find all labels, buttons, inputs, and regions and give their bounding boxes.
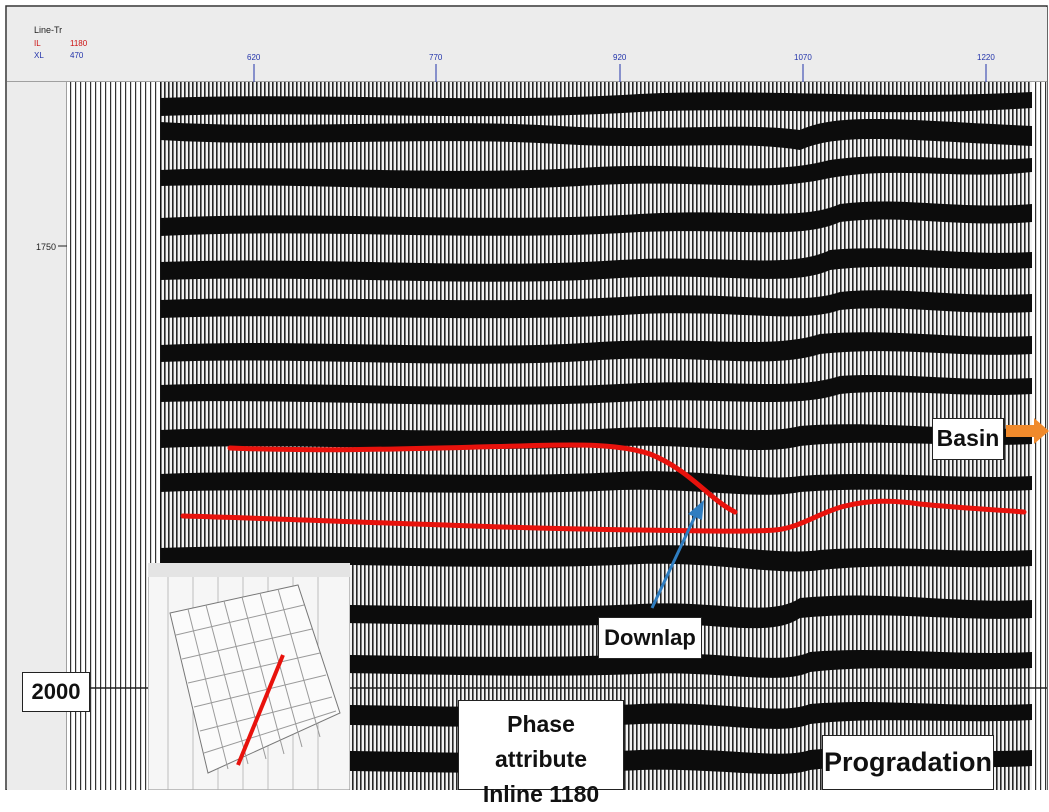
- seismic-section-view: Line-Tr IL 1180 XL 470 620 770 920 1070 …: [5, 5, 1049, 790]
- downlap-arrow: [650, 500, 704, 609]
- header-band: [7, 7, 1047, 82]
- xl-label: XL: [34, 51, 44, 60]
- trace-tick-label: 620: [247, 53, 261, 62]
- time-2000-label: 2000: [22, 672, 90, 712]
- trace-axis: 620 770 920 1070 1220: [247, 53, 995, 82]
- seismic-section: [160, 82, 1032, 790]
- lower-horizon: [180, 498, 1027, 534]
- upper-horizon: [227, 442, 738, 515]
- survey-grid: [169, 584, 341, 774]
- il-value: 1180: [70, 39, 88, 48]
- trace-tick-label: 770: [429, 53, 443, 62]
- phase-attribute-line1: Phase attribute: [495, 711, 587, 772]
- trace-tick-label: 1220: [977, 53, 995, 62]
- phase-attribute-line2: Inline 1180: [482, 781, 600, 807]
- il-label: IL: [34, 39, 41, 48]
- downlap-label: Downlap: [598, 617, 702, 659]
- phase-attribute-label: Phase attribute Inline 1180: [458, 700, 624, 807]
- inline-1180-location: [236, 654, 285, 766]
- xl-value: 470: [70, 51, 84, 60]
- base-map-inset: [148, 563, 350, 790]
- basin-arrow: [1006, 418, 1049, 444]
- progradation-label: Progradation: [822, 735, 994, 790]
- line-tr-label: Line-Tr: [34, 25, 62, 35]
- time-label-1750: 1750: [36, 242, 56, 252]
- basin-label: Basin: [932, 418, 1004, 460]
- trace-tick-label: 920: [613, 53, 627, 62]
- trace-tick-label: 1070: [794, 53, 812, 62]
